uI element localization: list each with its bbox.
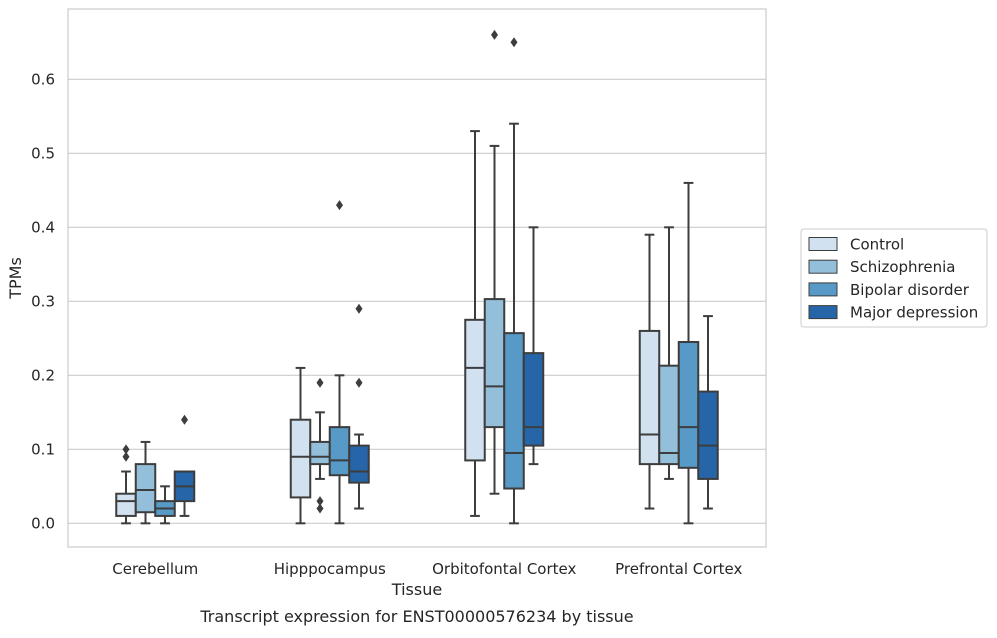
y-tick-label: 0.5 <box>31 144 55 162</box>
legend-label: Bipolar disorder <box>850 281 970 299</box>
x-tick-label: Prefrontal Cortex <box>615 560 742 578</box>
box <box>524 353 544 446</box>
x-tick-label: Orbitofontal Cortex <box>432 560 576 578</box>
y-tick-label: 0.2 <box>31 366 55 384</box>
box <box>659 366 679 464</box>
legend-label: Schizophrenia <box>850 258 955 276</box>
legend-label: Control <box>850 236 904 254</box>
legend-label: Major depression <box>850 304 978 322</box>
box <box>640 331 660 464</box>
box <box>310 442 330 464</box>
y-tick-label: 0.3 <box>31 292 55 310</box>
x-axis-label: Tissue <box>391 580 442 599</box>
box <box>136 464 156 512</box>
box <box>504 333 524 488</box>
y-tick-label: 0.6 <box>31 70 55 88</box>
legend-swatch <box>809 238 837 251</box>
legend-swatch <box>809 306 837 319</box>
plot-area-background <box>68 9 766 547</box>
box <box>291 420 311 498</box>
legend: Control Schizophrenia Bipolar disorder Majo… <box>801 229 987 327</box>
y-tick-labels: 0.0 0.1 0.2 0.3 0.4 0.5 0.6 <box>31 70 55 532</box>
box <box>485 299 505 427</box>
y-tick-label: 0.1 <box>31 440 55 458</box>
box-plot-chart: 0.0 0.1 0.2 0.3 0.4 0.5 0.6 Cerebellum Hipppoca… <box>0 0 997 634</box>
y-tick-label: 0.0 <box>31 514 55 532</box>
box <box>679 342 699 468</box>
chart-caption: Transcript expression for ENST0000057623… <box>199 607 633 626</box>
legend-swatch <box>809 260 837 273</box>
x-tick-labels: Cerebellum Hipppocampus Orbitofontal Corte… <box>112 560 742 578</box>
box <box>349 446 369 483</box>
box <box>465 320 485 461</box>
box <box>116 494 136 516</box>
y-tick-label: 0.4 <box>31 218 55 236</box>
chart-root: 0.0 0.1 0.2 0.3 0.4 0.5 0.6 Cerebellum Hipppoca… <box>0 0 997 634</box>
box <box>330 427 350 475</box>
box <box>698 392 718 479</box>
legend-swatch <box>809 283 837 296</box>
y-axis-label: TPMs <box>6 257 25 300</box>
x-tick-label: Cerebellum <box>112 560 198 578</box>
x-tick-label: Hipppocampus <box>274 560 386 578</box>
